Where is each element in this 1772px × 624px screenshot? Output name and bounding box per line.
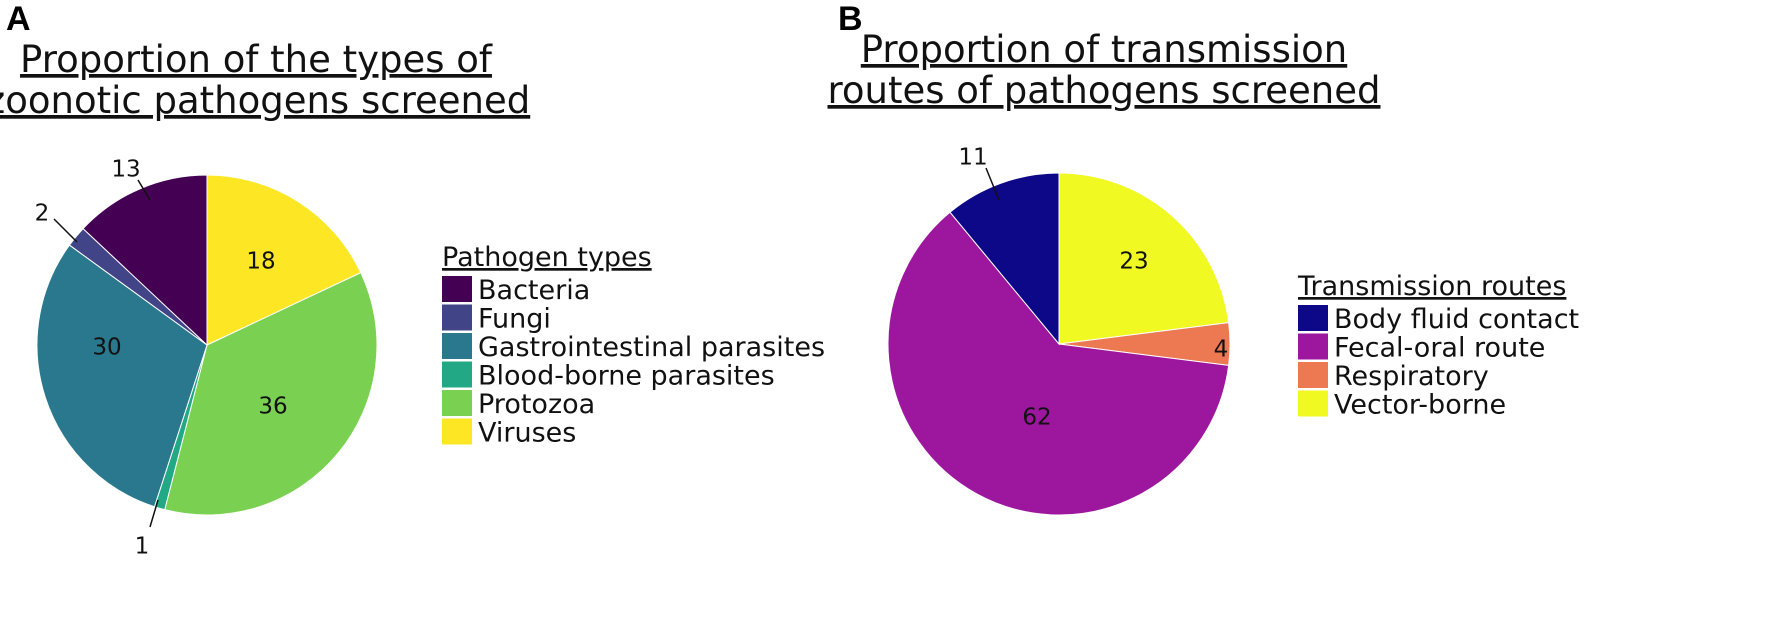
slice-value-label-fungi: 2 xyxy=(35,201,50,227)
slice-value-label-respiratory: 4 xyxy=(1214,337,1229,363)
legend-label-gastrointestinal-parasites: Gastrointestinal parasites xyxy=(478,332,825,363)
legend-swatch-vector-borne xyxy=(1298,390,1328,417)
slice-value-label-body-fluid-contact: 11 xyxy=(958,145,987,171)
legend-label-blood-borne-parasites: Blood-borne parasites xyxy=(478,361,775,392)
pie-chart-b: 23 4 62 11 xyxy=(887,145,1231,516)
panel-b: B Proportion of transmission routes of p… xyxy=(828,0,1579,516)
slice-value-label-gastrointestinal-parasites: 30 xyxy=(92,335,121,361)
pie-slice-viruses xyxy=(206,174,362,346)
legend-swatch-bacteria xyxy=(442,276,472,302)
chart-title-line-2-b: routes of pathogens screened xyxy=(828,69,1381,112)
panel-label-b: B xyxy=(838,0,863,38)
slice-value-label-blood-borne-parasites: 1 xyxy=(135,534,150,560)
slice-value-label-vector-borne: 23 xyxy=(1119,249,1148,275)
legend-swatch-blood-borne-parasites xyxy=(442,361,472,388)
legend-swatch-gastrointestinal-parasites xyxy=(442,333,472,359)
legend-title-b: Transmission routes xyxy=(1297,271,1566,302)
legend-swatch-fungi xyxy=(442,304,472,331)
legend-swatch-fecal-oral-route xyxy=(1298,333,1328,360)
slice-value-label-fecal-oral-route: 62 xyxy=(1022,405,1051,431)
pie-slice-fecal-oral-route xyxy=(887,211,1230,516)
legend-title-a: Pathogen types xyxy=(442,242,652,273)
leader-line-bacteria xyxy=(137,179,151,201)
legend-label-vector-borne: Vector-borne xyxy=(1334,390,1506,421)
legend-label-respiratory: Respiratory xyxy=(1334,361,1489,392)
leader-line-body-fluid-contact xyxy=(985,167,1000,201)
legend-label-bacteria: Bacteria xyxy=(478,275,590,306)
pie-slice-vector-borne xyxy=(1058,172,1230,345)
panel-a: A Proportion of the types of zoonotic pa… xyxy=(0,0,825,560)
legend-swatch-viruses xyxy=(442,418,472,445)
leader-line-blood-borne-parasites xyxy=(149,499,159,528)
slice-value-label-protozoa: 36 xyxy=(258,394,287,420)
chart-title-line-2-a: zoonotic pathogens screened xyxy=(0,79,530,122)
pie-slice-body-fluid-contact xyxy=(949,172,1060,346)
panel-label-a: A xyxy=(6,0,31,38)
legend-a: Pathogen types BacteriaFungiGastrointest… xyxy=(442,242,825,449)
slice-value-label-bacteria: 13 xyxy=(111,157,140,183)
chart-title-line-1-a: Proportion of the types of xyxy=(20,38,493,81)
slice-value-label-viruses: 18 xyxy=(246,249,275,275)
pie-slice-gastrointestinal-parasites xyxy=(36,244,208,508)
legend-label-protozoa: Protozoa xyxy=(478,389,595,420)
legend-swatch-respiratory xyxy=(1298,362,1328,388)
pie-slice-protozoa xyxy=(164,271,378,516)
pie-chart-a: 18 36 1 30 2 13 xyxy=(35,157,378,560)
legend-label-viruses: Viruses xyxy=(478,418,576,449)
pie-slice-bacteria xyxy=(82,174,208,347)
legend-label-fungi: Fungi xyxy=(478,304,551,335)
legend-label-fecal-oral-route: Fecal-oral route xyxy=(1334,333,1545,364)
legend-label-body-fluid-contact: Body fluid contact xyxy=(1334,304,1579,335)
legend-b: Transmission routes Body fluid contactFe… xyxy=(1297,271,1579,421)
legend-swatch-body-fluid-contact xyxy=(1298,305,1328,331)
chart-title-line-1-b: Proportion of transmission xyxy=(861,28,1347,71)
legend-swatch-protozoa xyxy=(442,390,472,416)
leader-line-fungi xyxy=(53,218,78,243)
